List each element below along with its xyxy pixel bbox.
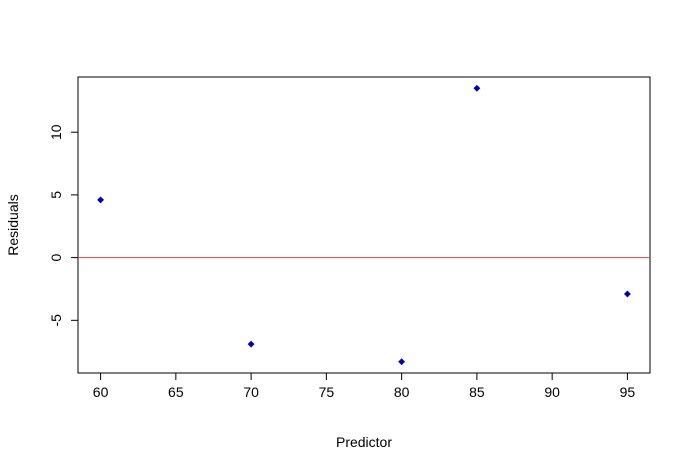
x-tick-label: 90 <box>544 384 560 400</box>
y-tick-label: 0 <box>48 254 64 262</box>
y-axis-title: Residuals <box>5 194 21 255</box>
data-point <box>247 340 255 348</box>
scatter-points <box>97 84 631 366</box>
x-axis-title: Predictor <box>336 434 392 450</box>
x-tick-label: 60 <box>93 384 109 400</box>
x-tick-label: 75 <box>319 384 335 400</box>
y-axis: -5 0 5 10 <box>48 124 79 327</box>
y-tick-label: 10 <box>48 124 64 140</box>
data-point <box>623 290 631 298</box>
y-tick-label: 5 <box>48 191 64 199</box>
x-axis: 60 65 70 75 80 85 90 95 <box>93 372 636 400</box>
x-tick-label: 70 <box>243 384 259 400</box>
x-tick-label: 65 <box>168 384 184 400</box>
data-point <box>97 196 105 204</box>
y-tick-label: -5 <box>48 314 64 327</box>
x-tick-label: 80 <box>394 384 410 400</box>
x-tick-label: 85 <box>469 384 485 400</box>
data-point <box>473 84 481 92</box>
data-point <box>398 358 406 366</box>
x-tick-label: 95 <box>620 384 636 400</box>
